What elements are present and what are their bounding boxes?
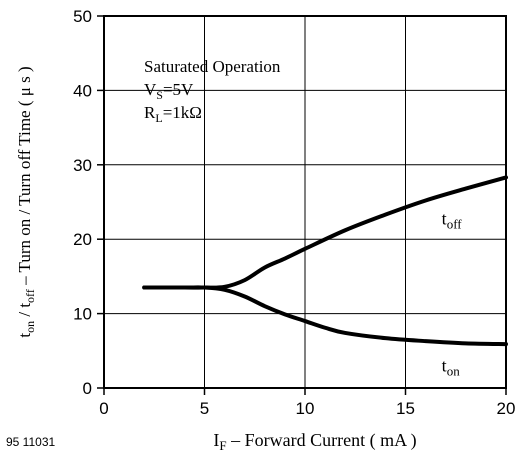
series-label-0: toff xyxy=(442,208,463,231)
x-tick-label: 15 xyxy=(396,399,415,418)
series-group xyxy=(142,175,508,347)
y-tick-label: 40 xyxy=(73,81,92,100)
annotation-line-1: VS=5V xyxy=(144,80,194,102)
y-tick-label: 30 xyxy=(73,156,92,175)
y-tick-label: 50 xyxy=(73,7,92,26)
figure-id: 95 11031 xyxy=(6,435,55,449)
y-tick-label: 20 xyxy=(73,230,92,249)
x-tick-label: 5 xyxy=(200,399,209,418)
grid-lines xyxy=(104,16,506,388)
series-line-1 xyxy=(142,285,508,347)
x-tick-label: 20 xyxy=(497,399,516,418)
y-tick-labels: 0 10 20 30 40 50 xyxy=(73,7,92,398)
y-tick-label: 0 xyxy=(83,379,92,398)
axis-ticks xyxy=(97,15,507,395)
y-tick-label: 10 xyxy=(73,305,92,324)
series-label-1: ton xyxy=(442,356,461,379)
x-tick-label: 10 xyxy=(296,399,315,418)
annotation-line-2: RL=1kΩ xyxy=(144,103,202,125)
x-axis-label: IF – Forward Current ( mA ) xyxy=(213,430,416,453)
x-tick-label: 0 xyxy=(99,399,108,418)
series-labels: toff ton xyxy=(442,208,463,378)
x-tick-labels: 0 5 10 15 20 xyxy=(99,399,515,418)
series-line-0 xyxy=(142,175,508,290)
annotation-line-0: Saturated Operation xyxy=(144,57,281,76)
y-axis-label: ton / toff – Turn on / Turn off Time ( μ… xyxy=(15,66,37,337)
